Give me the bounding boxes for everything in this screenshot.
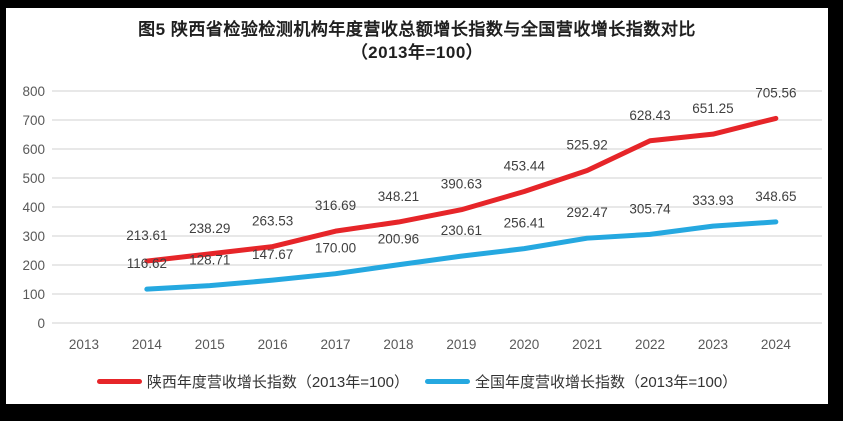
x-axis-tick-label: 2020 [509, 337, 539, 352]
legend-item-national: 全国年度营收增长指数（2013年=100） [425, 371, 737, 392]
y-axis-tick-label: 800 [22, 84, 45, 99]
x-axis-tick-label: 2013 [69, 337, 99, 352]
data-label: 213.61 [126, 228, 167, 243]
data-label: 651.25 [692, 101, 733, 116]
x-axis-tick-label: 2023 [698, 337, 728, 352]
legend-label-national: 全国年度营收增长指数（2013年=100） [475, 374, 738, 391]
y-axis-tick-label: 0 [37, 316, 45, 331]
x-axis-tick-label: 2016 [258, 337, 288, 352]
x-axis-tick-label: 2018 [383, 337, 413, 352]
chart-legend: 陕西年度营收增长指数（2013年=100） 全国年度营收增长指数（2013年=1… [6, 371, 828, 392]
x-axis-tick-label: 2017 [321, 337, 351, 352]
y-axis-tick-label: 600 [22, 142, 45, 157]
series-line [144, 115, 779, 264]
data-label: 263.53 [252, 214, 293, 229]
chart-frame: 图5 陕西省检验检测机构年度营收总额增长指数与全国营收增长指数对比 （2013年… [6, 8, 828, 404]
data-label: 147.67 [252, 247, 293, 262]
x-axis-tick-label: 2014 [132, 337, 163, 352]
series-line [144, 219, 779, 292]
data-label: 256.41 [504, 216, 545, 231]
legend-label-shaanxi: 陕西年度营收增长指数（2013年=100） [146, 374, 409, 391]
data-label: 453.44 [504, 159, 546, 174]
legend-line-swatch-blue [425, 379, 470, 384]
x-axis-tick-label: 2022 [635, 337, 665, 352]
y-axis-tick-label: 300 [22, 229, 45, 244]
chart-title-line1: 图5 陕西省检验检测机构年度营收总额增长指数与全国营收增长指数对比 [138, 20, 696, 39]
data-label: 200.96 [378, 232, 419, 247]
chart-title: 图5 陕西省检验检测机构年度营收总额增长指数与全国营收增长指数对比 （2013年… [6, 18, 828, 64]
data-label: 333.93 [692, 193, 733, 208]
legend-line-swatch-red [96, 379, 142, 384]
data-label: 230.61 [441, 223, 482, 238]
data-label: 305.74 [629, 201, 671, 216]
y-axis-tick-label: 200 [22, 258, 45, 273]
x-axis-tick-label: 2024 [761, 337, 792, 352]
legend-item-shaanxi: 陕西年度营收增长指数（2013年=100） [96, 371, 409, 392]
y-axis-tick-label: 500 [22, 171, 45, 186]
data-label: 525.92 [567, 137, 608, 152]
data-label: 348.21 [378, 189, 419, 204]
data-label: 390.63 [441, 177, 482, 192]
data-label: 705.56 [755, 85, 796, 100]
x-axis-tick-label: 2019 [446, 337, 476, 352]
y-axis-tick-label: 100 [22, 287, 45, 302]
x-axis-tick-label: 2015 [195, 337, 225, 352]
chart-title-line2: （2013年=100） [350, 43, 484, 62]
data-label: 292.47 [567, 205, 608, 220]
y-axis-tick-label: 700 [22, 113, 45, 128]
x-axis-tick-label: 2021 [572, 337, 602, 352]
data-label: 238.29 [189, 221, 230, 236]
data-label: 116.62 [127, 256, 167, 271]
data-label: 170.00 [315, 241, 356, 256]
y-axis-tick-label: 400 [22, 200, 45, 215]
data-label: 128.71 [189, 253, 230, 268]
data-label: 348.65 [755, 189, 796, 204]
data-label: 628.43 [629, 108, 670, 123]
data-label: 316.69 [315, 198, 356, 213]
